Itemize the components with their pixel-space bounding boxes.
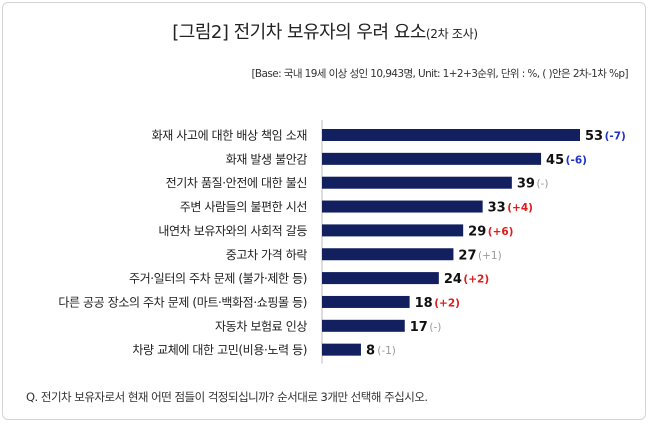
bar xyxy=(322,343,361,356)
category-label: 화재 발생 불안감 xyxy=(226,152,308,166)
change-label: (+1) xyxy=(478,250,502,262)
category-label: 화재 사고에 대한 배상 책임 소재 xyxy=(152,128,307,143)
bar xyxy=(322,152,542,165)
category-label: 다른 공공 장소의 주차 문제 (마트·백화점·쇼핑몰 등) xyxy=(58,295,307,309)
value-label: 45 xyxy=(546,153,564,168)
value-label: 18 xyxy=(415,296,433,311)
value-label: 8 xyxy=(366,344,375,359)
category-label: 자동차 보험료 인상 xyxy=(215,319,307,333)
chart-title: [그림2] 전기차 보유자의 우려 요소(2차 조사) xyxy=(0,18,650,44)
value-label: 24 xyxy=(444,272,462,287)
change-label: (+6) xyxy=(488,226,514,238)
bar xyxy=(322,295,410,308)
bar xyxy=(322,224,464,237)
value-label: 17 xyxy=(410,320,428,335)
change-label: (-6) xyxy=(566,154,587,166)
category-label: 차량 교체에 대한 고민(비용·노력 등) xyxy=(132,343,307,357)
change-label: (-) xyxy=(536,178,548,190)
bar xyxy=(322,272,439,285)
bar-chart: 화재 사고에 대한 배상 책임 소재 53 (-7) 화재 발생 불안감 45 (-6) 전… xyxy=(58,120,626,364)
bar xyxy=(322,248,454,261)
value-label: 33 xyxy=(488,201,506,216)
value-label: 39 xyxy=(517,177,535,192)
category-label: 내연차 보유자와의 사회적 갈등 xyxy=(158,224,307,238)
value-label: 29 xyxy=(468,224,486,239)
bar xyxy=(322,129,580,141)
change-label: (+4) xyxy=(507,202,533,214)
category-label: 전기차 품질·안전에 대한 불신 xyxy=(166,176,307,190)
category-label: 주거·일터의 주차 문제 (불가·제한 등) xyxy=(129,272,307,286)
bar xyxy=(322,200,483,213)
bar xyxy=(322,176,512,189)
change-label: (-7) xyxy=(605,131,626,143)
chart-title-main: [그림2] 전기차 보유자의 우려 요소 xyxy=(172,22,426,43)
question-note: Q. 전기차 보유자로서 현재 어떤 점들이 걱정되십니까? 순서대로 3개만 … xyxy=(26,390,428,404)
value-label: 53 xyxy=(585,129,603,144)
category-label: 중고차 가격 하락 xyxy=(226,248,308,262)
bar xyxy=(322,319,405,332)
category-label: 주변 사람들의 불편한 시선 xyxy=(180,200,307,214)
change-label: (+2) xyxy=(434,297,460,309)
value-label: 27 xyxy=(458,248,476,263)
base-note: [Base: 국내 19세 이상 성인 10,943명, Unit: 1+2+3… xyxy=(251,68,628,80)
change-label: (+2) xyxy=(463,274,489,286)
chart-title-sub: (2차 조사) xyxy=(425,27,478,41)
change-label: (-1) xyxy=(377,345,396,357)
change-label: (-) xyxy=(429,321,441,333)
